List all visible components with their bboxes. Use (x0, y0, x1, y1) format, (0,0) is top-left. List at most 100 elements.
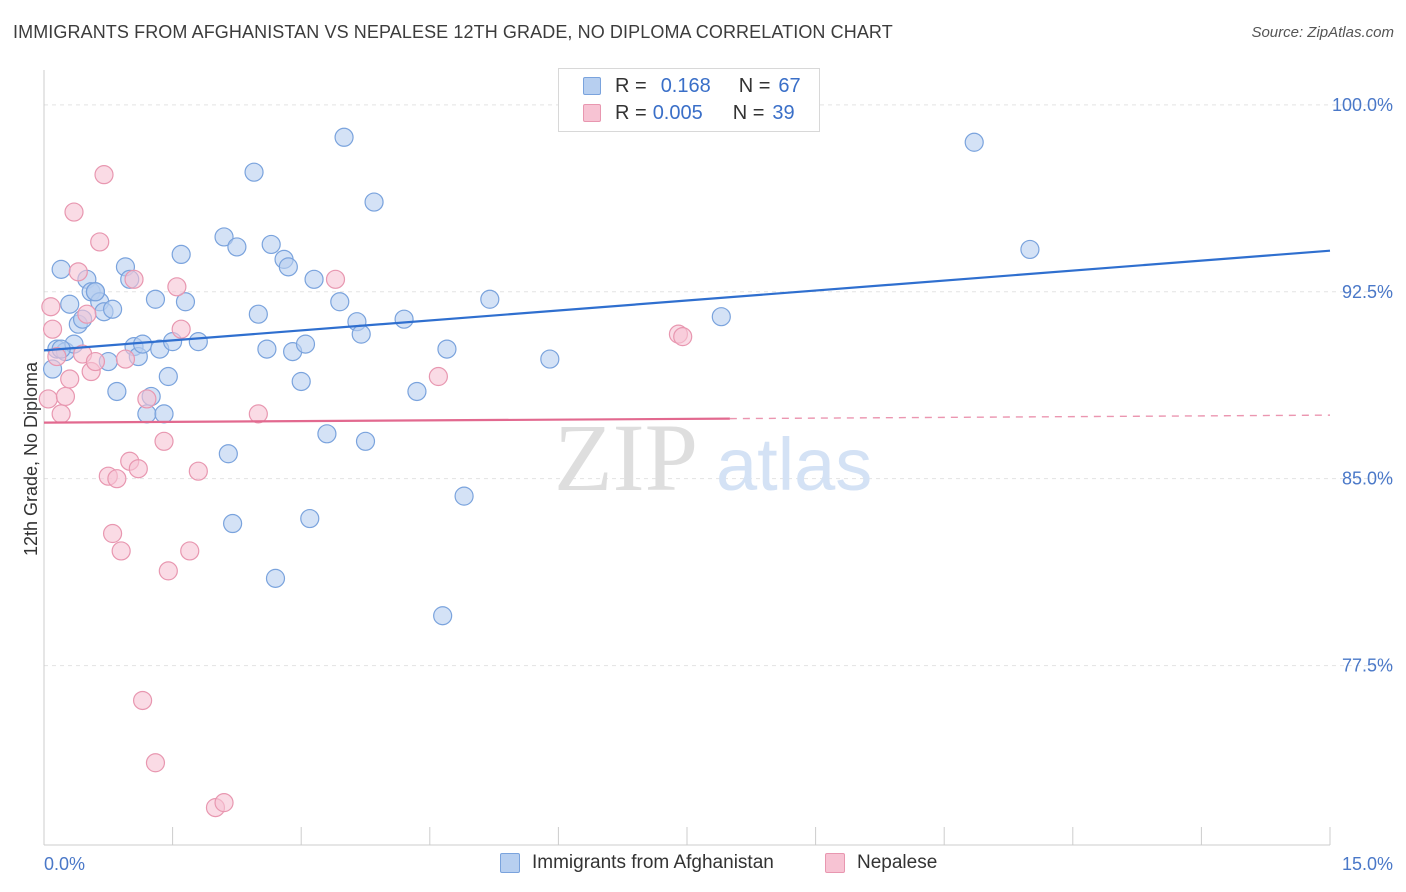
point-nepalese (188, 461, 208, 481)
legend-swatch-pink (825, 853, 845, 873)
axes-layer (43, 70, 1331, 846)
point-afghanistan (540, 349, 560, 369)
point-afghanistan (171, 244, 191, 265)
point-afghanistan (278, 257, 298, 277)
trend-line-afghanistan (43, 249, 1331, 352)
point-afghanistan (291, 371, 311, 392)
point-afghanistan (158, 366, 178, 387)
legend-row-afghanistan: R = 0.168 N = 67 (583, 74, 801, 98)
point-nepalese (111, 541, 131, 561)
point-afghanistan (265, 568, 286, 588)
point-afghanistan (317, 424, 337, 444)
point-nepalese (137, 389, 157, 409)
point-afghanistan (223, 513, 243, 534)
point-afghanistan (154, 404, 174, 424)
legend-n-label: N = (732, 101, 765, 124)
point-nepalese (60, 369, 80, 389)
y-tick-label: 77.5% (1342, 656, 1393, 676)
point-nepalese (90, 232, 110, 252)
point-afghanistan (295, 334, 316, 354)
legend-n-value: 67 (778, 74, 801, 97)
point-afghanistan (454, 486, 474, 506)
point-nepalese (158, 561, 178, 581)
watermark: ZIP atlas (554, 404, 872, 511)
legend-swatch-blue (583, 77, 601, 95)
legend-label-nepalese: Nepalese (857, 852, 938, 873)
point-afghanistan (437, 339, 457, 359)
point-afghanistan (145, 289, 166, 309)
point-nepalese (94, 165, 114, 185)
point-afghanistan (407, 381, 427, 402)
point-afghanistan (300, 508, 320, 529)
trend-layer (43, 249, 1331, 424)
point-afghanistan (351, 324, 371, 344)
point-afghanistan (51, 259, 71, 279)
point-nepalese (180, 541, 200, 561)
stats-legend: R = 0.168 N = 67 R = 0.005 N = 39 (558, 68, 820, 132)
point-nepalese (85, 351, 106, 372)
point-nepalese (171, 319, 191, 339)
series-legend: Immigrants from Afghanistan Nepalese (0, 852, 1406, 878)
point-afghanistan (330, 292, 350, 312)
legend-r-value: 0.005 (652, 101, 703, 124)
point-nepalese (115, 349, 136, 369)
legend-swatch-blue (500, 853, 520, 873)
point-afghanistan (394, 309, 414, 329)
point-nepalese (41, 297, 61, 317)
watermark-zip: ZIP (554, 404, 698, 511)
legend-r-label: R = (615, 74, 647, 97)
legend-row-nepalese: R = 0.005 N = 39 (583, 101, 795, 125)
point-nepalese (428, 366, 448, 387)
point-nepalese (68, 262, 88, 282)
trend-line-nepalese-extension (729, 414, 1331, 420)
point-nepalese (214, 793, 234, 813)
point-afghanistan (1020, 239, 1040, 260)
point-afghanistan (364, 192, 384, 212)
legend-r-label: R = (615, 101, 647, 124)
point-afghanistan (480, 289, 500, 309)
x-tick-label: 15.0% (1342, 854, 1393, 874)
point-nepalese (167, 277, 187, 297)
y-tick-label: 92.5% (1342, 282, 1393, 302)
legend-n-label: N = (738, 74, 771, 97)
point-nepalese (55, 386, 76, 407)
chart-title: IMMIGRANTS FROM AFGHANISTAN VS NEPALESE … (13, 22, 893, 42)
point-afghanistan (711, 307, 731, 327)
point-afghanistan (214, 227, 234, 247)
point-nepalese (145, 753, 166, 773)
point-nepalese (124, 269, 144, 289)
watermark-atlas: atlas (716, 423, 872, 506)
legend-label-afghanistan: Immigrants from Afghanistan (532, 852, 774, 873)
point-nepalese (42, 319, 63, 339)
point-nepalese (128, 459, 148, 479)
point-nepalese (38, 389, 58, 409)
point-afghanistan (188, 332, 208, 352)
y-tick-label: 85.0% (1342, 469, 1393, 489)
point-afghanistan (60, 294, 80, 314)
point-nepalese (102, 523, 123, 544)
point-afghanistan (334, 127, 354, 147)
legend-swatch-pink (583, 104, 601, 122)
point-afghanistan (85, 282, 106, 302)
point-nepalese (51, 404, 71, 424)
trend-line-nepalese (43, 417, 730, 424)
grid-layer (44, 104, 1392, 667)
point-afghanistan (248, 304, 268, 324)
point-nepalese (154, 431, 174, 451)
point-afghanistan (355, 431, 376, 451)
point-nepalese (64, 202, 84, 222)
point-afghanistan (218, 444, 238, 464)
point-nepalese (77, 304, 97, 324)
legend-n-value: 39 (772, 101, 795, 124)
x-tick-label: 0.0% (44, 854, 85, 874)
point-afghanistan (257, 339, 277, 359)
ticks-layer: 100.0% 92.5% 85.0% 77.5% 0.0% 15.0% (44, 95, 1393, 874)
legend-r-value: 0.168 (660, 74, 711, 97)
point-afghanistan (261, 234, 281, 255)
point-afghanistan (107, 381, 127, 402)
point-afghanistan (227, 237, 247, 257)
point-afghanistan (964, 132, 984, 152)
chart-source: Source: ZipAtlas.com (1251, 24, 1394, 41)
legend-item-nepalese: Nepalese (825, 852, 937, 874)
